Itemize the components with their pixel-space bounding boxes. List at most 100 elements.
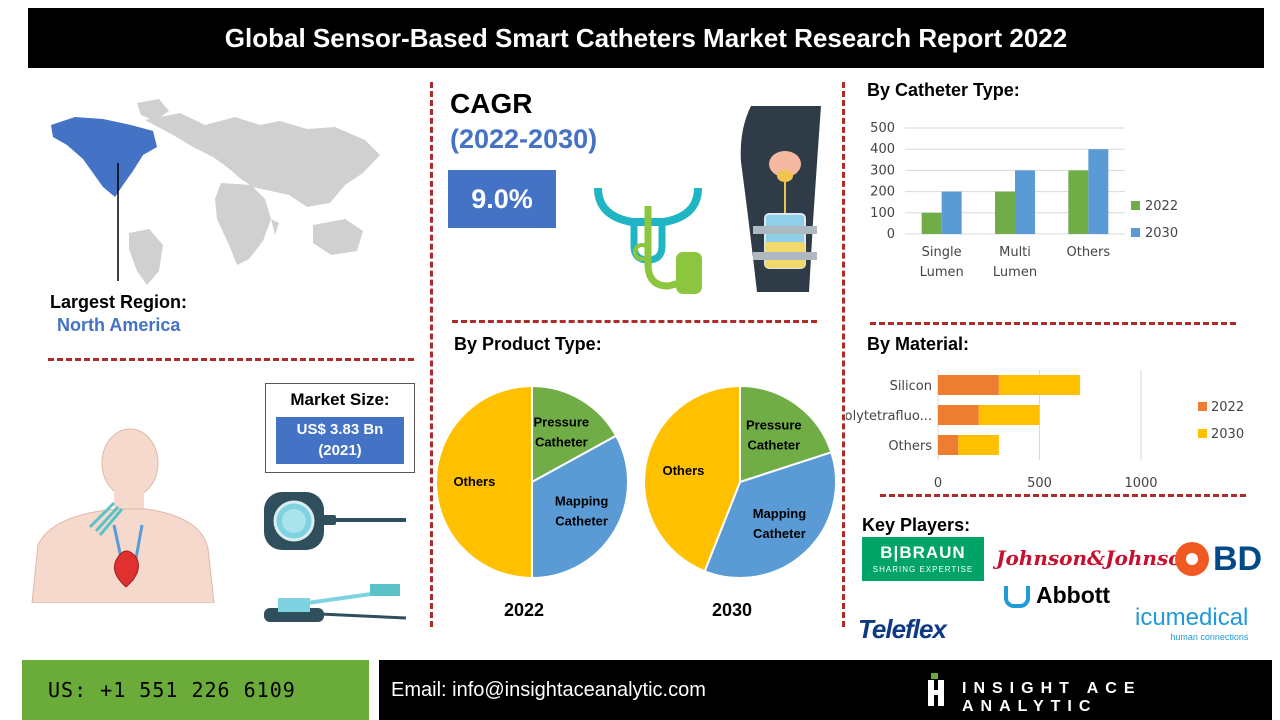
market-size-value-box: US$ 3.83 Bn (2021) [276,417,404,464]
y-tick-label: 300 [870,163,895,178]
bar-2030 [1015,170,1035,234]
icu-medical-tagline: human connections [1170,632,1249,642]
pie-slice [643,384,741,573]
bar-2022 [938,435,959,455]
legend-swatch [1198,402,1207,411]
bbraun-logo: B|BRAUN SHARING EXPERTISE [862,537,984,581]
pie-slice [531,434,629,580]
leg-urine-bag-illustration [740,106,821,292]
x-tick-label: Single [922,245,962,260]
bar-2030 [941,191,962,234]
pie-slice [531,384,618,484]
bar-2030 [1088,149,1109,234]
bar-2022 [1068,170,1089,234]
world-map-illustration [51,99,380,285]
legend-label: 2030 [1211,427,1244,442]
jnj-logo: Johnson&Johnson [996,546,1197,570]
key-players-heading: Key Players: [862,515,971,535]
pie-label: Pressure [533,414,589,429]
divider-material [880,494,1246,497]
market-size-year: (2021) [318,442,362,459]
market-size-label: Market Size: [290,390,390,409]
x-tick-label: 0 [934,476,942,491]
market-size-value: US$ 3.83 Bn [296,421,384,438]
legend-label: 2022 [1145,199,1178,214]
y-tick-label: Polytetrafluo... [846,409,932,424]
bar-2030 [998,375,1081,395]
divider-catheter [870,322,1236,325]
product-type-heading: By Product Type: [454,334,602,354]
x-tick-label: Multi [999,245,1031,260]
region-label: Largest Region: [50,292,188,312]
pie-label: Mapping [753,506,806,521]
x-tick-label: 1000 [1124,476,1157,491]
north-america-region [51,117,157,197]
title-bar: Global Sensor-Based Smart Catheters Mark… [28,8,1264,68]
pie-year-label: 2022 [504,600,544,620]
pie-label: Catheter [753,526,806,541]
divider-cagr [452,320,817,323]
bbraun-logo-text: B|BRAUN [880,543,966,562]
bar-2022 [921,212,942,234]
pie-label: Others [453,474,495,489]
cagr-period: (2022-2030) [450,124,598,154]
pie-slice [703,451,837,579]
y-tick-label: 100 [870,206,895,221]
divider-left [430,82,433,627]
pie-slice [435,384,533,580]
pie-label: Others [662,463,704,478]
bar-2022 [995,191,1015,234]
bar-2022 [938,375,999,395]
bbraun-tagline: SHARING EXPERTISE [872,565,974,574]
y-tick-label: Silicon [890,379,932,394]
footer-phone: US: +1 551 226 6109 [22,660,369,720]
bd-logo: BD [1213,540,1263,578]
bladder-catheter-icon [594,187,702,294]
legend-swatch [1131,228,1140,237]
icu-medical-text: icumedical [1135,604,1249,631]
bar-2022 [938,405,979,425]
pie-label: Pressure [746,417,802,432]
cagr-value: 9.0% [448,170,556,228]
material-chart: 0 500 1000 Silicon Polytetrafluo... Others 202… [846,370,1244,491]
material-heading: By Material: [867,334,970,354]
pie-label: Catheter [555,513,608,528]
product-type-pie-charts: Pressure Catheter Mapping Catheter Others 202… [435,384,837,620]
legend-swatch [1131,201,1140,210]
pie-slice [739,384,833,484]
y-tick-label: 500 [870,121,895,136]
abbott-logo: Abbott [1036,582,1111,608]
bd-sun-icon [1175,542,1209,576]
legend-label: 2022 [1211,400,1244,415]
teleflex-logo: Teleflex [858,614,947,644]
catheter-type-chart: 0 100 200 300 400 500 Single Lumen Multi Lumen Oth… [870,121,1178,280]
bar-2030 [958,435,999,455]
x-tick-label: 500 [1027,476,1052,491]
divider-region [48,358,414,361]
legend-swatch [1198,429,1207,438]
legend-label: 2030 [1145,226,1178,241]
human-body-illustration [31,428,215,603]
divider-right [842,82,845,627]
sensor-device-illustration [264,492,406,550]
x-tick-label: Others [1066,245,1110,260]
y-tick-label: 200 [870,185,895,200]
cagr-label: CAGR [450,88,533,119]
market-size-box: Market Size: US$ 3.83 Bn (2021) [265,383,415,473]
y-tick-label: Others [888,439,932,454]
abbott-icon [1004,586,1030,608]
catheter-tubing-illustration [264,584,407,622]
catheter-type-heading: By Catheter Type: [867,80,1020,100]
bar-2030 [978,405,1040,425]
pie-year-label: 2030 [712,600,752,620]
insight-ace-logo-icon [928,673,944,706]
footer-email: Email: info@insightaceanalytic.com [379,660,1272,720]
footer-brand: INSIGHT ACE ANALYTIC [962,680,1142,715]
pie-label: Catheter [535,434,588,449]
region-value: North America [57,315,181,335]
pie-label: Catheter [747,437,800,452]
page-title: Global Sensor-Based Smart Catheters Mark… [224,22,1068,53]
x-tick-label: Lumen [920,265,964,280]
y-tick-label: 400 [870,142,895,157]
icu-medical-logo: icumedical human connections [1135,604,1248,642]
